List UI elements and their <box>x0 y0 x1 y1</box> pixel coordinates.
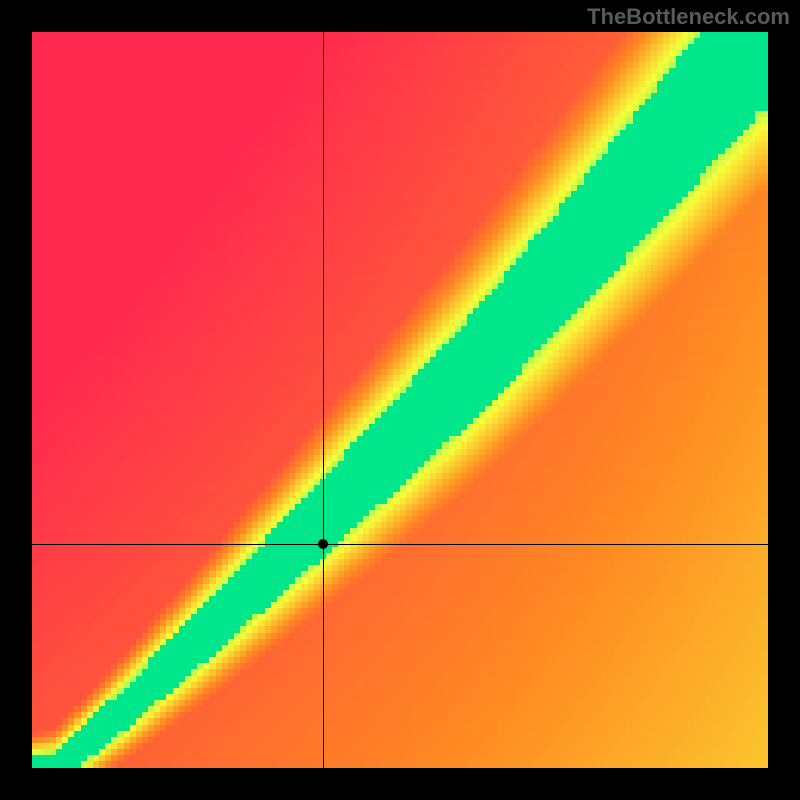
heatmap-canvas <box>32 32 768 768</box>
watermark-text: TheBottleneck.com <box>587 4 790 30</box>
chart-frame: TheBottleneck.com <box>0 0 800 800</box>
plot-area <box>32 32 768 768</box>
crosshair-marker <box>318 539 328 549</box>
crosshair-horizontal <box>32 544 768 545</box>
crosshair-vertical <box>323 32 324 768</box>
